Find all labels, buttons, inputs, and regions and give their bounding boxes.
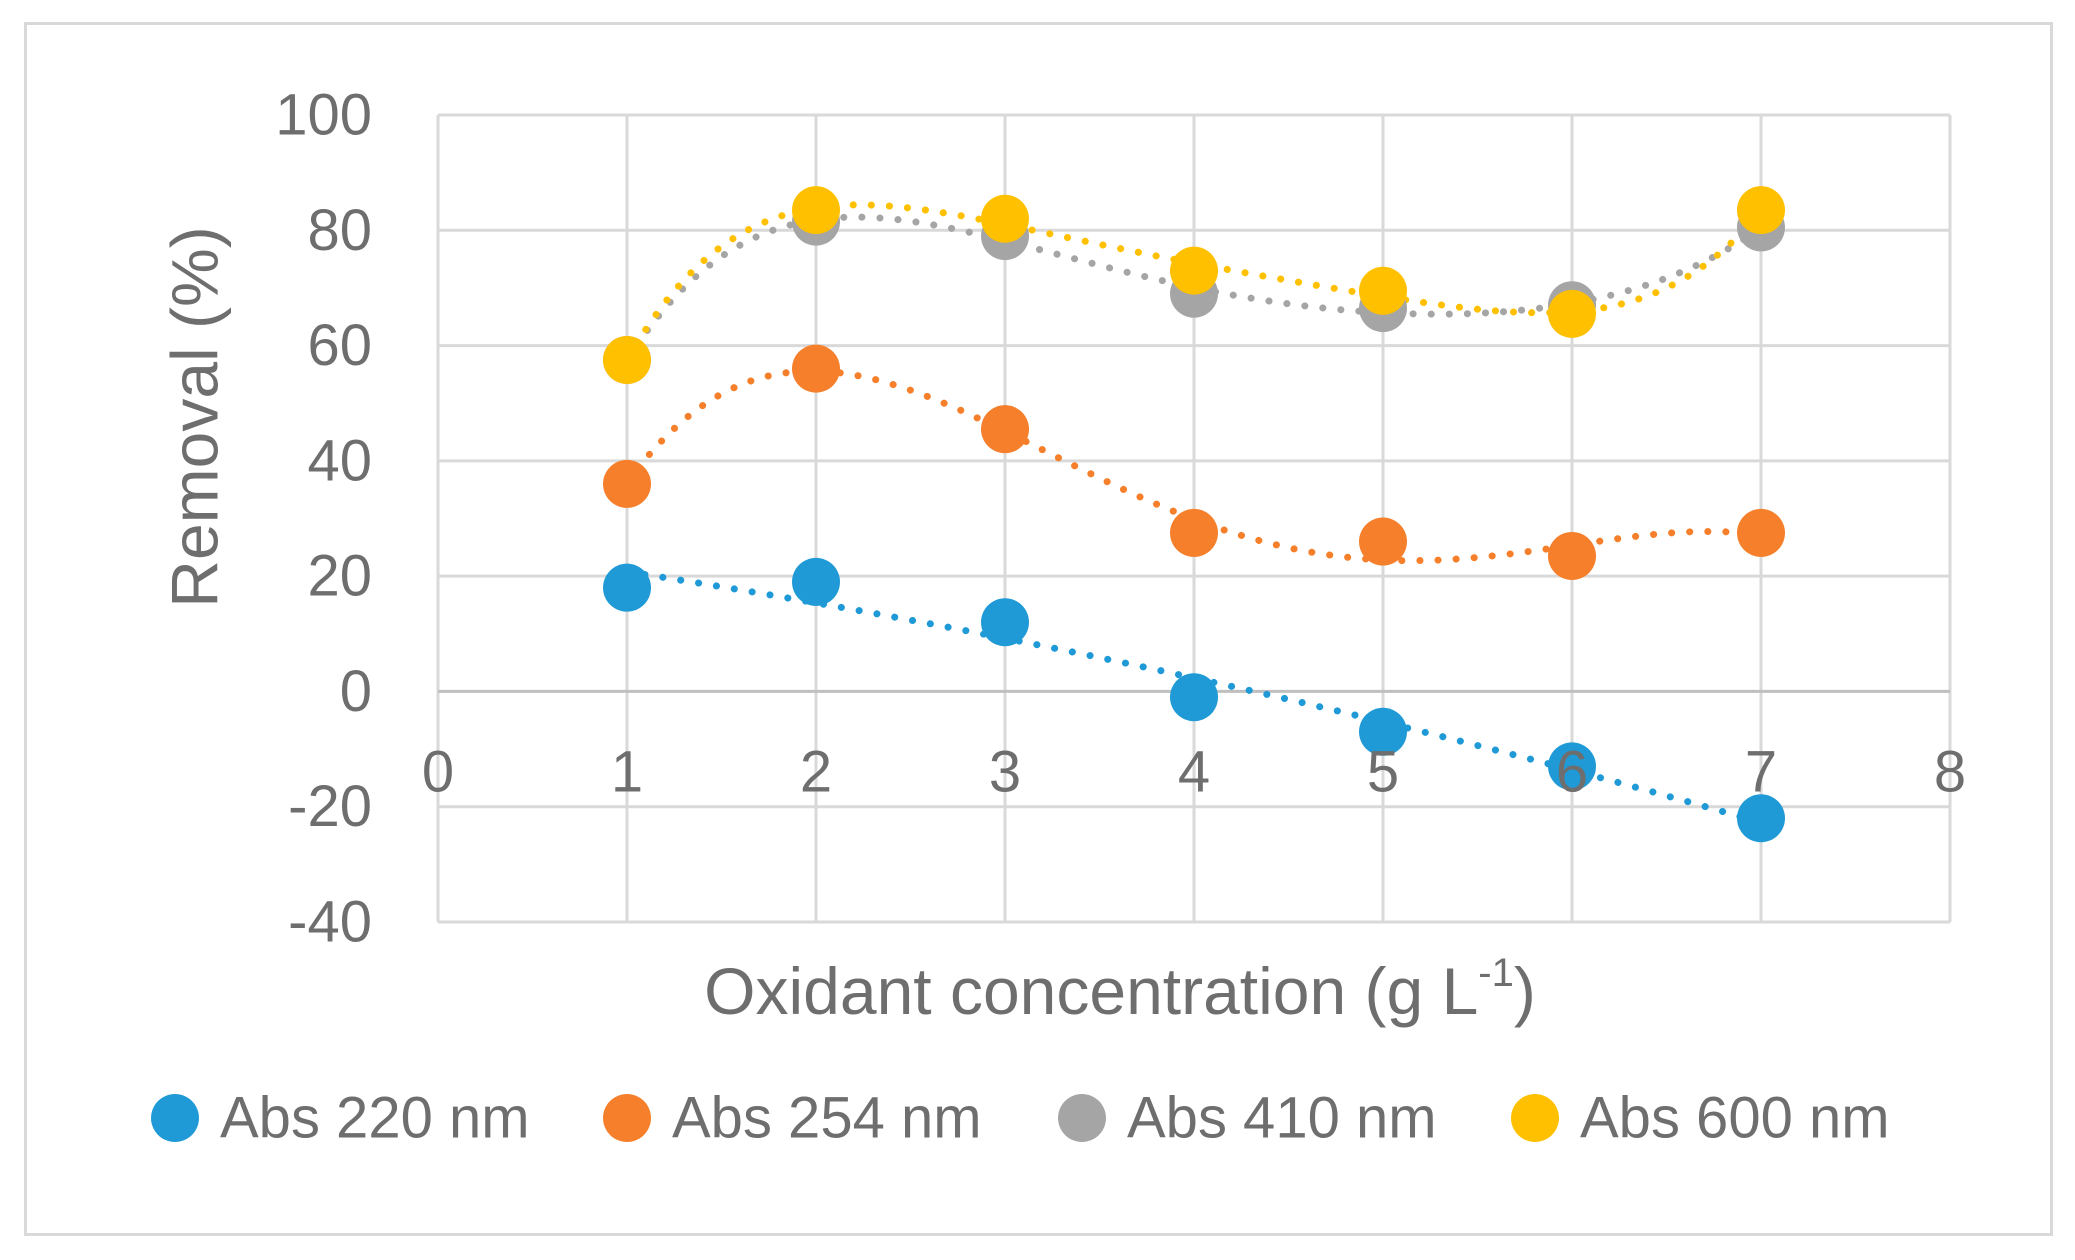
y-tick-label: -20	[288, 774, 372, 839]
data-point	[792, 344, 840, 393]
data-point	[603, 459, 651, 508]
x-axis-title: Oxidant concentration (g L-1)	[704, 951, 1536, 1028]
x-tick-label: 2	[800, 739, 832, 804]
x-tick-label: 8	[1934, 739, 1966, 804]
data-point	[603, 335, 651, 384]
data-point	[1737, 508, 1785, 557]
y-tick-label: 0	[340, 659, 372, 724]
data-point	[792, 186, 840, 235]
data-point	[1170, 508, 1218, 557]
data-point	[981, 405, 1029, 454]
data-point	[1170, 673, 1218, 722]
x-tick-label: 7	[1745, 739, 1777, 804]
x-tick-labels: 0 1 2 3 4 5 6 7 8	[422, 739, 1966, 804]
x-tick-label: 6	[1556, 739, 1588, 804]
legend-label: Abs 410 nm	[1127, 1086, 1437, 1151]
legend-label: Abs 600 nm	[1580, 1086, 1890, 1151]
y-tick-label: 60	[307, 313, 372, 378]
data-point	[1359, 707, 1407, 756]
data-point	[981, 194, 1029, 243]
data-point	[1170, 246, 1218, 295]
y-tick-label: 40	[307, 428, 372, 493]
data-point	[981, 598, 1029, 647]
data-point	[1548, 742, 1596, 791]
legend-marker	[603, 1094, 651, 1142]
data-point	[1737, 794, 1785, 843]
data-point	[1548, 289, 1596, 338]
data-point	[1548, 531, 1596, 580]
data-points	[603, 186, 1785, 843]
legend-label: Abs 220 nm	[220, 1086, 530, 1151]
x-tick-label: 3	[989, 739, 1021, 804]
legend-marker	[1511, 1094, 1559, 1142]
y-tick-label: 80	[307, 198, 372, 263]
chart-frame	[24, 22, 2053, 1236]
x-axis-title-end: )	[1514, 954, 1536, 1028]
x-tick-label: 0	[422, 739, 454, 804]
y-tick-label: -40	[288, 890, 372, 955]
data-point	[792, 557, 840, 606]
data-point	[1737, 186, 1785, 235]
y-tick-label: 100	[275, 83, 372, 148]
y-tick-labels: 100 80 60 40 20 0 -20 -40	[275, 83, 372, 955]
data-point	[1359, 517, 1407, 566]
legend-label: Abs 254 nm	[672, 1086, 982, 1151]
x-tick-label: 1	[611, 739, 643, 804]
data-point	[603, 563, 651, 612]
legend-marker	[151, 1094, 199, 1142]
x-axis-title-main: Oxidant concentration (g L	[704, 954, 1478, 1028]
y-axis-title: Removal (%)	[157, 226, 231, 607]
x-tick-label: 5	[1367, 739, 1399, 804]
legend-marker	[1058, 1094, 1106, 1142]
x-tick-label: 4	[1178, 739, 1210, 804]
data-point	[1359, 266, 1407, 315]
y-tick-label: 20	[307, 544, 372, 609]
legend: Abs 220 nm Abs 254 nm Abs 410 nm Abs 600 nm	[151, 1086, 1890, 1151]
x-axis-title-superscript: -1	[1478, 951, 1514, 995]
